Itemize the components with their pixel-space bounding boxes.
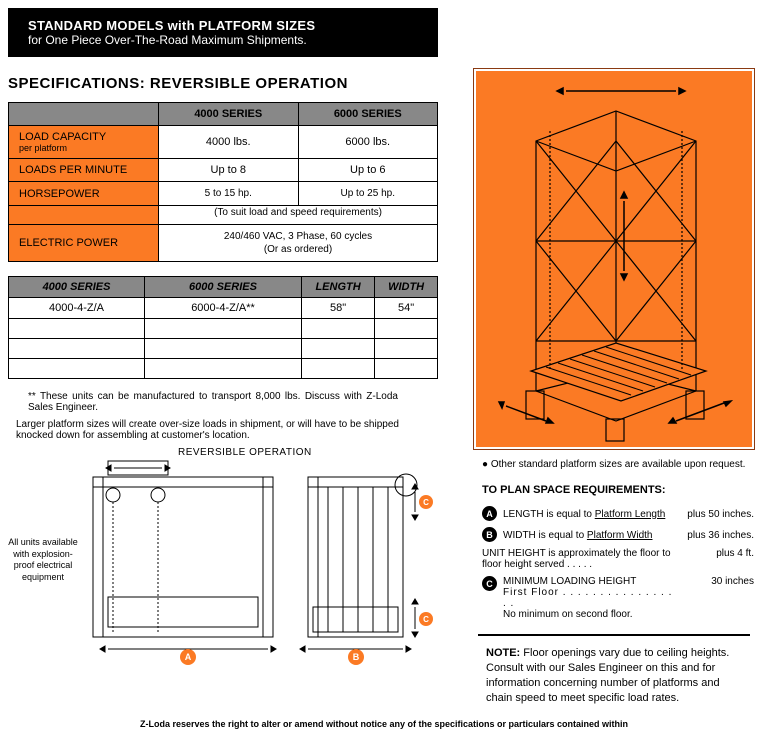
spec-row-load: LOAD CAPACITYper platform — [9, 126, 159, 159]
footer-disclaimer: Z-Loda reserves the right to alter or am… — [8, 719, 760, 729]
note-block: NOTE: Floor openings vary due to ceiling… — [474, 646, 754, 705]
header-line2: for One Piece Over-The-Road Maximum Ship… — [28, 33, 418, 47]
header-line1: STANDARD MODELS with PLATFORM SIZES — [28, 18, 418, 33]
spec-title: SPECIFICATIONS: REVERSIBLE OPERATION — [8, 75, 458, 92]
footnote-star: ** These units can be manufactured to tr… — [28, 391, 398, 413]
spec-col-6000: 6000 SERIES — [298, 103, 438, 126]
plan-row-b: B WIDTH is equal to Platform Width plus … — [482, 527, 754, 542]
hero-illustration — [474, 69, 754, 449]
plan-title: TO PLAN SPACE REQUIREMENTS: — [482, 484, 754, 496]
svg-text:B: B — [353, 652, 360, 662]
spec-row-hp: HORSEPOWER — [9, 182, 159, 206]
badge-a-icon: A — [482, 506, 497, 521]
hero-svg — [476, 71, 752, 447]
footnote-larger: Larger platform sizes will create over-s… — [16, 419, 436, 441]
plan-row-a: A LENGTH is equal to Platform Length plu… — [482, 506, 754, 521]
spec-col-4000: 4000 SERIES — [159, 103, 299, 126]
svg-text:C: C — [423, 498, 429, 507]
diagram-title: REVERSIBLE OPERATION — [178, 447, 312, 458]
diagram-reversible: REVERSIBLE OPERATION All units available… — [8, 447, 448, 677]
plan-row-height: UNIT HEIGHT is approximately the floor t… — [482, 548, 754, 570]
right-bullet: ● Other standard platform sizes are avai… — [482, 459, 754, 470]
models-table: 4000 SERIES 6000 SERIES LENGTH WIDTH 400… — [8, 276, 438, 379]
badge-b-icon: B — [482, 527, 497, 542]
plan-row-c: C MINIMUM LOADING HEIGHT First Floor . .… — [482, 576, 754, 620]
spec-table: 4000 SERIES 6000 SERIES LOAD CAPACITYper… — [8, 102, 438, 262]
spec-row-lpm: LOADS PER MINUTE — [9, 159, 159, 182]
svg-text:C: C — [423, 615, 429, 624]
header-band: STANDARD MODELS with PLATFORM SIZES for … — [8, 8, 438, 57]
svg-text:A: A — [185, 652, 192, 662]
diagram-side-note: All units available with explosion-proof… — [8, 537, 78, 584]
spec-row-power: ELECTRIC POWER — [9, 225, 159, 262]
badge-c-icon: C — [482, 576, 497, 591]
